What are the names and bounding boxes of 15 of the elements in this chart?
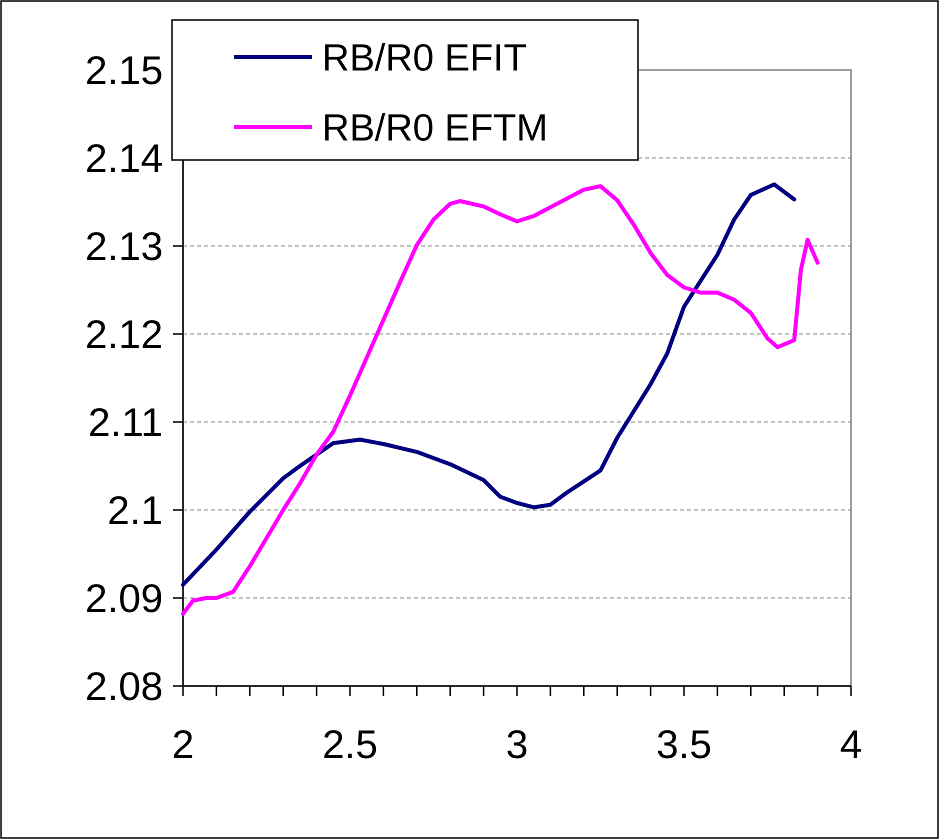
y-tick-label: 2.1: [107, 489, 163, 533]
y-tick-label: 2.08: [85, 665, 163, 709]
legend-label: RB/R0 EFTM: [322, 107, 548, 150]
y-tick-label: 2.09: [85, 577, 163, 621]
y-tick-label: 2.12: [85, 313, 163, 357]
x-tick-label: 4: [840, 723, 862, 767]
legend-label: RB/R0 EFIT: [322, 37, 527, 80]
y-tick-label: 2.14: [85, 137, 163, 181]
y-tick-label: 2.13: [85, 225, 163, 269]
x-tick-label: 2.5: [322, 723, 378, 767]
y-tick-label: 2.11: [88, 401, 163, 445]
x-tick-label: 3: [506, 723, 528, 767]
x-tick-label: 2: [172, 723, 194, 767]
y-tick-label: 2.15: [85, 49, 163, 93]
x-tick-label: 3.5: [656, 723, 712, 767]
